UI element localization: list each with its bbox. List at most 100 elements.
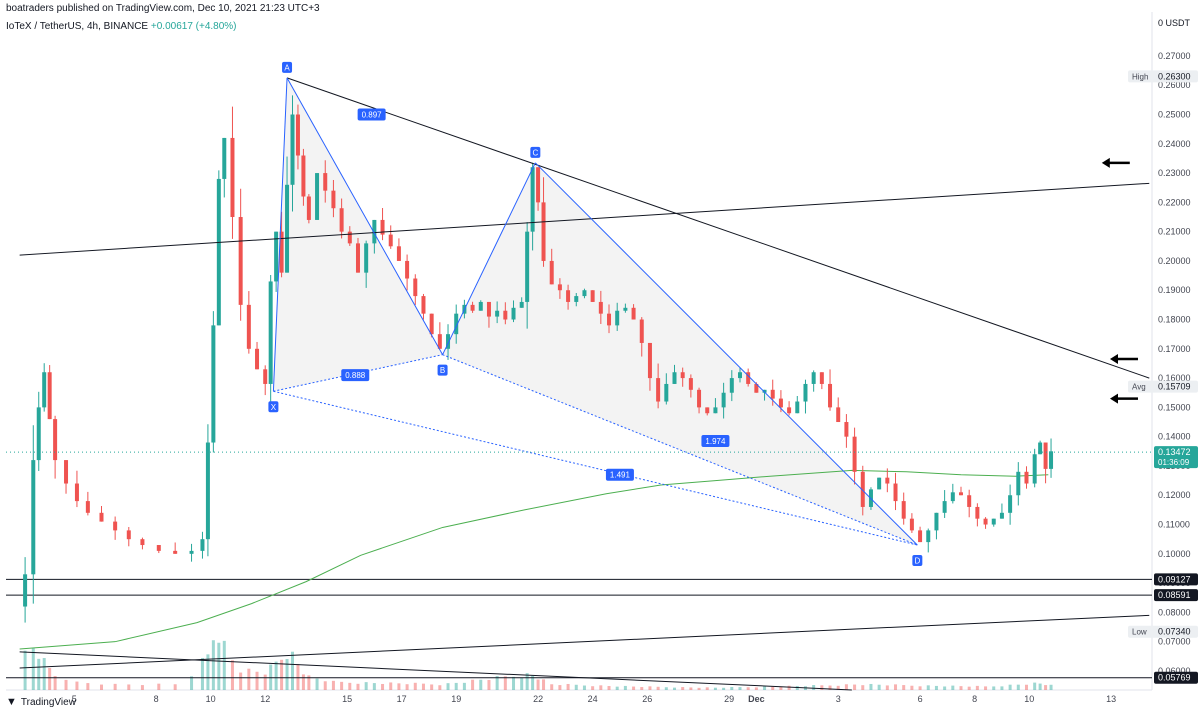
x-tick-label: 12 bbox=[260, 694, 270, 704]
volume-bar bbox=[918, 686, 922, 690]
volume-bar bbox=[356, 683, 360, 690]
candle-body bbox=[530, 167, 535, 232]
candle-body bbox=[918, 530, 923, 543]
candle-body bbox=[263, 369, 268, 384]
candle-body bbox=[23, 574, 28, 607]
volume-bar bbox=[730, 686, 734, 690]
candle bbox=[189, 543, 194, 562]
y-tick-label: 0.14000 bbox=[1158, 432, 1191, 442]
y-tick-label: 0.12000 bbox=[1158, 490, 1191, 500]
pattern-ratio-badge bbox=[701, 435, 730, 448]
volume-bar bbox=[713, 687, 717, 690]
volume-bar bbox=[689, 687, 693, 690]
candle-body bbox=[999, 512, 1004, 519]
symbol-legend: IoTeX / TetherUS, 4h, BINANCE +0.00617 (… bbox=[6, 21, 237, 32]
tradingview-logo-icon: ▼ bbox=[6, 696, 17, 708]
candle bbox=[828, 369, 833, 411]
candle bbox=[819, 372, 824, 390]
candle-body bbox=[647, 342, 652, 379]
volume-bar bbox=[211, 640, 215, 690]
candle-body bbox=[893, 483, 898, 502]
volume-bar bbox=[828, 685, 832, 690]
volume-bar bbox=[200, 657, 204, 690]
candle-body bbox=[211, 325, 216, 443]
candle bbox=[1008, 484, 1013, 525]
volume-bar bbox=[381, 683, 385, 690]
candle-body bbox=[255, 348, 260, 370]
pattern-ratio-line bbox=[442, 354, 918, 546]
volume-bar bbox=[255, 671, 259, 690]
volume-bar bbox=[75, 681, 79, 690]
candle bbox=[519, 297, 524, 308]
candle-body bbox=[454, 313, 459, 335]
candle bbox=[967, 489, 972, 518]
candle-body bbox=[301, 155, 306, 197]
candle bbox=[355, 237, 360, 273]
candle-body bbox=[615, 310, 620, 326]
candle bbox=[836, 397, 841, 423]
symbol-name[interactable]: IoTeX / TetherUS, 4h, BINANCE bbox=[6, 21, 149, 32]
candle bbox=[1049, 438, 1054, 478]
candle bbox=[1016, 462, 1021, 506]
volume-bar bbox=[239, 672, 243, 690]
volume-bar bbox=[247, 668, 251, 690]
x-tick-label: 22 bbox=[533, 694, 543, 704]
y-tick-label: 0.21000 bbox=[1158, 227, 1191, 237]
x-tick-label: 24 bbox=[588, 694, 598, 704]
candle-body bbox=[607, 313, 612, 326]
candle bbox=[680, 367, 685, 387]
volume-bar bbox=[926, 685, 930, 690]
volume-bar bbox=[984, 686, 988, 690]
volume-bar bbox=[550, 684, 554, 690]
candle-body bbox=[934, 512, 939, 531]
y-tick-label: 0.15000 bbox=[1158, 402, 1191, 412]
pattern-ratio-label: 0.897 bbox=[362, 111, 383, 120]
candle bbox=[290, 95, 295, 212]
volume-bar bbox=[959, 686, 963, 690]
candle bbox=[729, 370, 734, 402]
volume-bar bbox=[648, 686, 652, 690]
y-tick-label: 0.19000 bbox=[1158, 285, 1191, 295]
volume-bar bbox=[656, 686, 660, 690]
candle bbox=[306, 194, 311, 224]
publisher-line: boatraders published on TradingView.com,… bbox=[6, 3, 320, 14]
candle bbox=[421, 293, 426, 320]
volume-bar bbox=[331, 680, 335, 690]
candle bbox=[623, 303, 628, 313]
candle-body bbox=[688, 378, 693, 390]
candle-body bbox=[901, 501, 906, 519]
candle-body bbox=[222, 137, 227, 179]
candle bbox=[770, 379, 775, 406]
volume-bar bbox=[836, 685, 840, 690]
volume-bar bbox=[323, 681, 327, 690]
volume-bar bbox=[869, 683, 873, 690]
pattern-point-badge bbox=[282, 61, 293, 73]
candle-body bbox=[36, 407, 41, 461]
volume-bar bbox=[615, 686, 619, 690]
candle-body bbox=[173, 550, 178, 554]
y-tick-label: 0.24000 bbox=[1158, 139, 1191, 149]
pattern-ratio-badge bbox=[357, 108, 386, 121]
volume-bar bbox=[943, 686, 947, 690]
candle-body bbox=[844, 422, 849, 437]
candle-body bbox=[926, 530, 931, 543]
candle bbox=[205, 424, 210, 557]
volume-bar bbox=[438, 685, 442, 690]
candle-body bbox=[99, 512, 104, 522]
volume-bar bbox=[23, 650, 27, 690]
arrow-left-icon bbox=[1109, 393, 1138, 404]
candle-body bbox=[1043, 442, 1048, 469]
candle-body bbox=[1032, 454, 1037, 484]
arrow-head bbox=[1109, 354, 1118, 365]
candle bbox=[557, 278, 562, 299]
candle bbox=[315, 173, 320, 220]
volume-bar bbox=[894, 684, 898, 690]
candle-body bbox=[295, 114, 300, 156]
level-price-label: 0.09127 bbox=[1158, 574, 1191, 584]
candle bbox=[934, 512, 939, 540]
candle bbox=[664, 373, 669, 405]
candle-body bbox=[828, 383, 833, 408]
volume-bar bbox=[280, 659, 284, 690]
currency-label: 0 USDT bbox=[1158, 18, 1191, 28]
